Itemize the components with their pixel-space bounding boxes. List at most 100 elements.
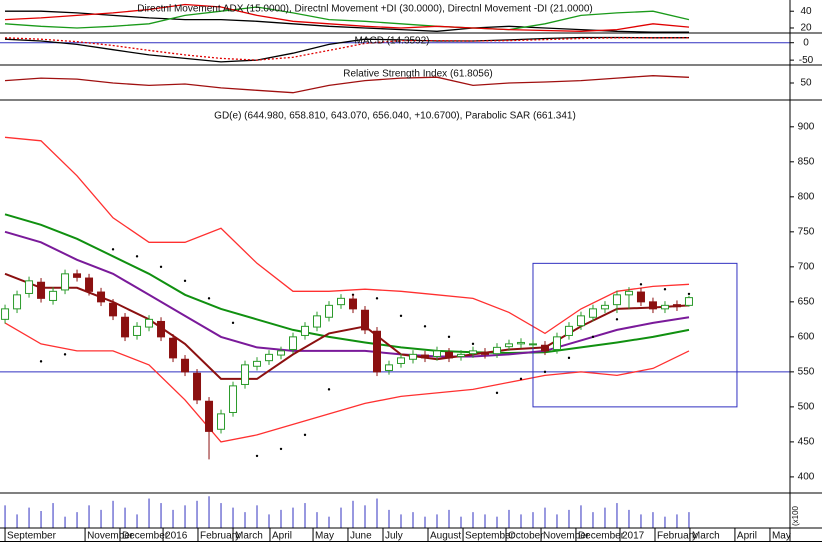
candle-body (576, 315, 585, 327)
x-tick-label: 2017 (622, 531, 645, 542)
candle-body (49, 290, 58, 301)
x-tick-label: December (578, 531, 625, 542)
y-tick-label: 650 (798, 296, 815, 307)
y-tick-label: 850 (798, 156, 815, 167)
candle-body (253, 360, 262, 367)
candle-body (636, 291, 645, 303)
candle-body (420, 354, 429, 359)
y-tick-label: 500 (798, 402, 815, 413)
y-tick-label: 750 (798, 226, 815, 237)
sar-dot (687, 292, 691, 296)
candle-body (672, 304, 681, 308)
candle-body (37, 281, 46, 299)
candle-body (157, 320, 166, 338)
indicator-line (4, 37, 689, 61)
candle-body (169, 337, 178, 359)
candle-body (229, 385, 238, 413)
y-tick-label: 450 (798, 437, 815, 448)
candle-body (325, 304, 334, 318)
sar-dot (231, 321, 235, 325)
sar-dot (207, 297, 211, 300)
annotation-box (532, 262, 738, 408)
x-tick-label: March (235, 531, 263, 542)
sar-dot (303, 433, 307, 437)
sar-dot (639, 283, 643, 286)
candle-body (444, 351, 453, 359)
sar-dot (375, 297, 379, 300)
candle-body (552, 336, 561, 350)
candle-body (205, 400, 214, 432)
sar-dot (663, 288, 667, 291)
sar-dot (327, 388, 331, 391)
panel-title: Directnl Movement ADX (15.0000), Directn… (137, 4, 592, 15)
sar-dot (615, 318, 619, 321)
sar-dot (471, 342, 475, 346)
panel (0, 36, 790, 63)
candle-body (564, 325, 573, 336)
x-tick-label: May (315, 531, 334, 542)
candle-body (1, 308, 10, 320)
y-tick-label: 50 (800, 78, 812, 89)
x-tick-label: April (737, 531, 757, 542)
y-tick-label: 400 (798, 472, 815, 483)
sar-dot (399, 314, 403, 318)
sar-dot (447, 335, 451, 339)
candle-body (241, 364, 250, 385)
x-tick-label: May (772, 531, 791, 542)
candle-body (540, 344, 549, 352)
indicator-line (4, 136, 690, 335)
x-tick-label: July (385, 531, 403, 542)
x-tick-label: February (657, 531, 697, 542)
candle-body (468, 350, 477, 355)
sar-dot (567, 356, 571, 360)
candle-body (133, 325, 142, 336)
candle-body (480, 351, 489, 355)
candle-body (528, 343, 537, 346)
candle-body (456, 353, 465, 357)
sar-dot (543, 370, 547, 374)
panel (4, 496, 690, 528)
candle-body (600, 304, 609, 310)
sar-dot (63, 353, 67, 356)
candle-body (301, 325, 310, 336)
candle-body (349, 298, 358, 310)
x-tick-label: 2016 (165, 531, 188, 542)
candle-body (181, 358, 190, 373)
x-tick-label: December (122, 531, 169, 542)
sar-dot (159, 265, 163, 269)
candle-body (313, 315, 322, 328)
candle-body (121, 316, 130, 338)
candle-body (97, 291, 106, 303)
volume-unit: (x100 (791, 505, 800, 526)
candle-body (648, 301, 657, 310)
x-tick-label: February (200, 531, 240, 542)
x-tick-label: August (430, 531, 461, 542)
candle-body (432, 350, 441, 357)
panel-title: GD(e) (644.980, 658.810, 643.070, 656.04… (214, 111, 576, 122)
candle-body (277, 350, 286, 356)
candle-body (145, 318, 154, 328)
candle-body (61, 273, 70, 291)
y-tick-label: 550 (798, 367, 815, 378)
y-tick-label: 20 (800, 23, 812, 34)
sar-dot (255, 454, 259, 458)
sar-dot (135, 255, 139, 258)
candle-body (337, 297, 346, 306)
candle-body (385, 364, 394, 371)
y-tick-label: 40 (800, 6, 812, 17)
candle-body (588, 308, 597, 318)
x-tick-label: April (272, 531, 292, 542)
x-tick-label: October (508, 531, 544, 542)
candle-body (109, 302, 118, 317)
candle-body (73, 273, 82, 278)
candle-body (624, 290, 633, 296)
y-tick-label: 900 (798, 121, 815, 132)
candle-body (289, 336, 298, 350)
y-tick-label: 0 (803, 37, 809, 48)
indicator-line (4, 213, 690, 355)
x-tick-label: September (465, 531, 515, 542)
y-tick-label: 700 (798, 261, 815, 272)
panel (4, 3, 690, 33)
